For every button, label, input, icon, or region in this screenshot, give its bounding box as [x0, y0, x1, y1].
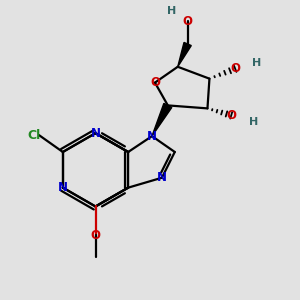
Text: O: O [150, 76, 160, 89]
Polygon shape [152, 103, 172, 136]
Text: N: N [58, 181, 68, 194]
Text: H: H [167, 6, 176, 16]
Text: O: O [230, 62, 240, 75]
Text: Cl: Cl [28, 129, 41, 142]
Polygon shape [178, 42, 191, 67]
Text: N: N [147, 130, 157, 142]
Text: H: H [249, 117, 259, 127]
Text: O: O [183, 15, 193, 28]
Text: H: H [252, 58, 262, 68]
Text: O: O [91, 229, 100, 242]
Text: N: N [157, 171, 167, 184]
Text: N: N [91, 127, 100, 140]
Text: O: O [226, 109, 236, 122]
